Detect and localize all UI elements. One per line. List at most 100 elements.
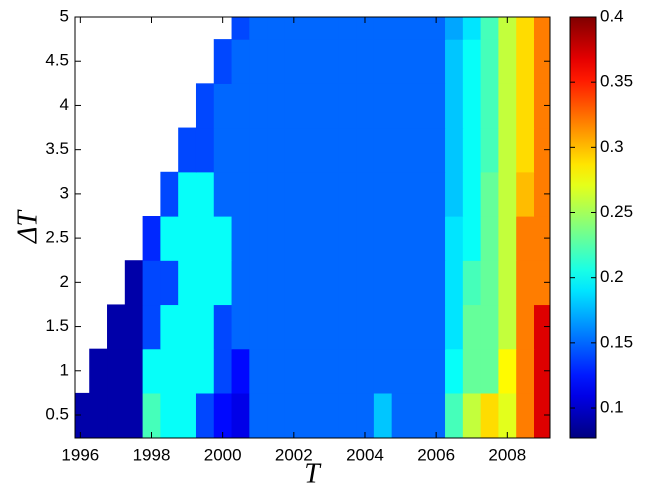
contour-cell <box>231 39 250 84</box>
contour-cell <box>373 260 393 306</box>
contour-cell <box>427 304 446 350</box>
contour-cell <box>267 260 286 306</box>
contour-cell <box>213 304 233 350</box>
contour-cell <box>480 348 500 394</box>
contour-cell <box>480 171 500 217</box>
contour-cell <box>142 392 161 438</box>
y-tick-label: 2 <box>60 272 69 291</box>
contour-cell <box>249 39 268 84</box>
x-tick-label: 2002 <box>275 445 313 464</box>
contour-cell <box>462 348 482 394</box>
contour-cell <box>267 348 286 394</box>
y-axis-label: ΔT <box>12 209 43 244</box>
contour-cell <box>480 216 500 261</box>
contour-cell <box>427 392 446 438</box>
y-tick-label: 1.5 <box>45 316 69 335</box>
contour-cell <box>231 171 250 217</box>
contour-cell <box>142 216 161 261</box>
contour-cell <box>195 392 215 438</box>
contour-cell <box>267 216 286 261</box>
contour-cell <box>284 127 304 173</box>
contour-cell <box>391 171 411 217</box>
contour-cell <box>516 216 535 261</box>
contour-cell <box>445 304 464 350</box>
contour-cell <box>249 392 268 438</box>
contour-cell <box>320 171 339 217</box>
contour-cell <box>462 260 482 306</box>
contour-cell <box>267 127 286 173</box>
contour-cell <box>516 17 535 40</box>
contour-cell <box>462 171 482 217</box>
contour-cell <box>462 392 482 438</box>
contour-cell <box>338 17 357 40</box>
contour-cell <box>195 171 215 217</box>
contour-cell <box>142 348 161 394</box>
contour-cell <box>249 260 268 306</box>
contour-cell <box>533 304 550 350</box>
contour-cell <box>480 83 500 129</box>
colorbar-tick-label: 0.4 <box>600 6 624 25</box>
contour-cell <box>498 348 517 394</box>
contour-cell <box>178 127 197 173</box>
contour-cell <box>302 392 322 438</box>
contour-cell <box>231 304 250 350</box>
contour-cell <box>498 304 517 350</box>
contour-cell <box>516 348 535 394</box>
contour-cell <box>427 39 446 84</box>
contour-cell <box>267 304 286 350</box>
x-tick-label: 2008 <box>488 445 526 464</box>
contour-cell <box>373 392 393 438</box>
contour-cell <box>516 39 535 84</box>
contour-cell <box>445 260 464 306</box>
contour-cell <box>480 304 500 350</box>
colorbar-tick-label: 0.15 <box>600 332 633 351</box>
contour-cell <box>445 127 464 173</box>
contour-cell <box>373 348 393 394</box>
colorbar <box>569 16 597 439</box>
contour-cell <box>338 260 357 306</box>
contour-cell <box>89 348 108 394</box>
contour-cell <box>320 39 339 84</box>
contour-cell <box>356 304 375 350</box>
contour-cell <box>533 39 550 84</box>
contour-cell <box>391 392 411 438</box>
contour-cell <box>445 392 464 438</box>
contour-cell <box>462 17 482 40</box>
contour-cell <box>445 83 464 129</box>
contour-cell <box>427 171 446 217</box>
contour-cell <box>356 216 375 261</box>
contour-cell <box>213 83 233 129</box>
contour-cell <box>533 83 550 129</box>
contour-cell <box>462 83 482 129</box>
contour-cell <box>498 216 517 261</box>
colorbar-tick-label: 0.35 <box>600 72 633 91</box>
contour-cell <box>356 348 375 394</box>
contour-cell <box>445 348 464 394</box>
contour-cell <box>480 392 500 438</box>
contour-cell <box>195 83 215 129</box>
contour-cell <box>498 392 517 438</box>
contour-cell <box>356 83 375 129</box>
contour-cell <box>284 260 304 306</box>
contour-cell <box>320 304 339 350</box>
contour-cell <box>533 348 550 394</box>
contour-cell <box>178 260 197 306</box>
contour-cell <box>480 17 500 40</box>
contour-cell <box>445 39 464 84</box>
contour-cell <box>373 127 393 173</box>
contour-cell <box>498 171 517 217</box>
x-tick-label: 2000 <box>204 445 242 464</box>
contour-cell <box>231 127 250 173</box>
contour-cell <box>480 39 500 84</box>
contour-cell <box>107 392 126 438</box>
contour-cell <box>267 392 286 438</box>
contour-cell <box>373 17 393 40</box>
x-axis-label: T <box>304 458 322 489</box>
contour-cell <box>302 127 322 173</box>
contour-cell <box>231 392 250 438</box>
contour-cell <box>124 304 144 350</box>
contour-cell <box>533 171 550 217</box>
x-tick-label: 2006 <box>417 445 455 464</box>
contour-cell <box>320 348 339 394</box>
contour-cell <box>249 171 268 217</box>
